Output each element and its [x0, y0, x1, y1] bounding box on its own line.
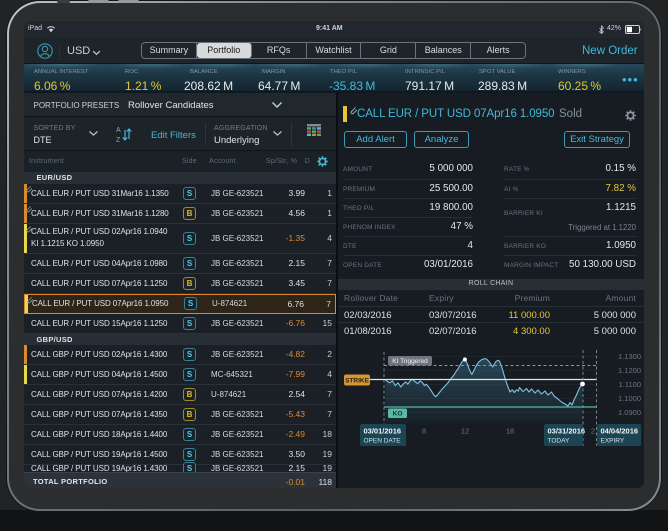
svg-text:03/31/2016: 03/31/2016 [548, 427, 586, 436]
svg-text:KI Triggered: KI Triggered [392, 358, 428, 365]
svg-text:1.1200: 1.1200 [618, 366, 641, 375]
svg-text:A: A [116, 127, 121, 134]
svg-text:1.1100: 1.1100 [619, 380, 641, 389]
svg-text:8: 8 [422, 427, 426, 436]
svg-text:STRIKE: STRIKE [345, 378, 370, 385]
svg-text:EXPIRY: EXPIRY [601, 438, 625, 445]
svg-text:04/04/2016: 04/04/2016 [601, 427, 639, 436]
svg-text:KO: KO [393, 411, 403, 418]
svg-text:Z: Z [116, 137, 121, 143]
svg-text:1.0900: 1.0900 [618, 408, 641, 417]
svg-text:03/01/2016: 03/01/2016 [364, 427, 402, 436]
svg-text:1.1300: 1.1300 [618, 352, 641, 361]
svg-text:1.1000: 1.1000 [618, 394, 641, 403]
svg-text:OPEN DATE: OPEN DATE [364, 438, 402, 445]
svg-text:18: 18 [506, 427, 514, 436]
svg-text:TODAY: TODAY [548, 438, 570, 445]
svg-text:12: 12 [461, 427, 469, 436]
svg-text:2: 2 [591, 427, 595, 436]
